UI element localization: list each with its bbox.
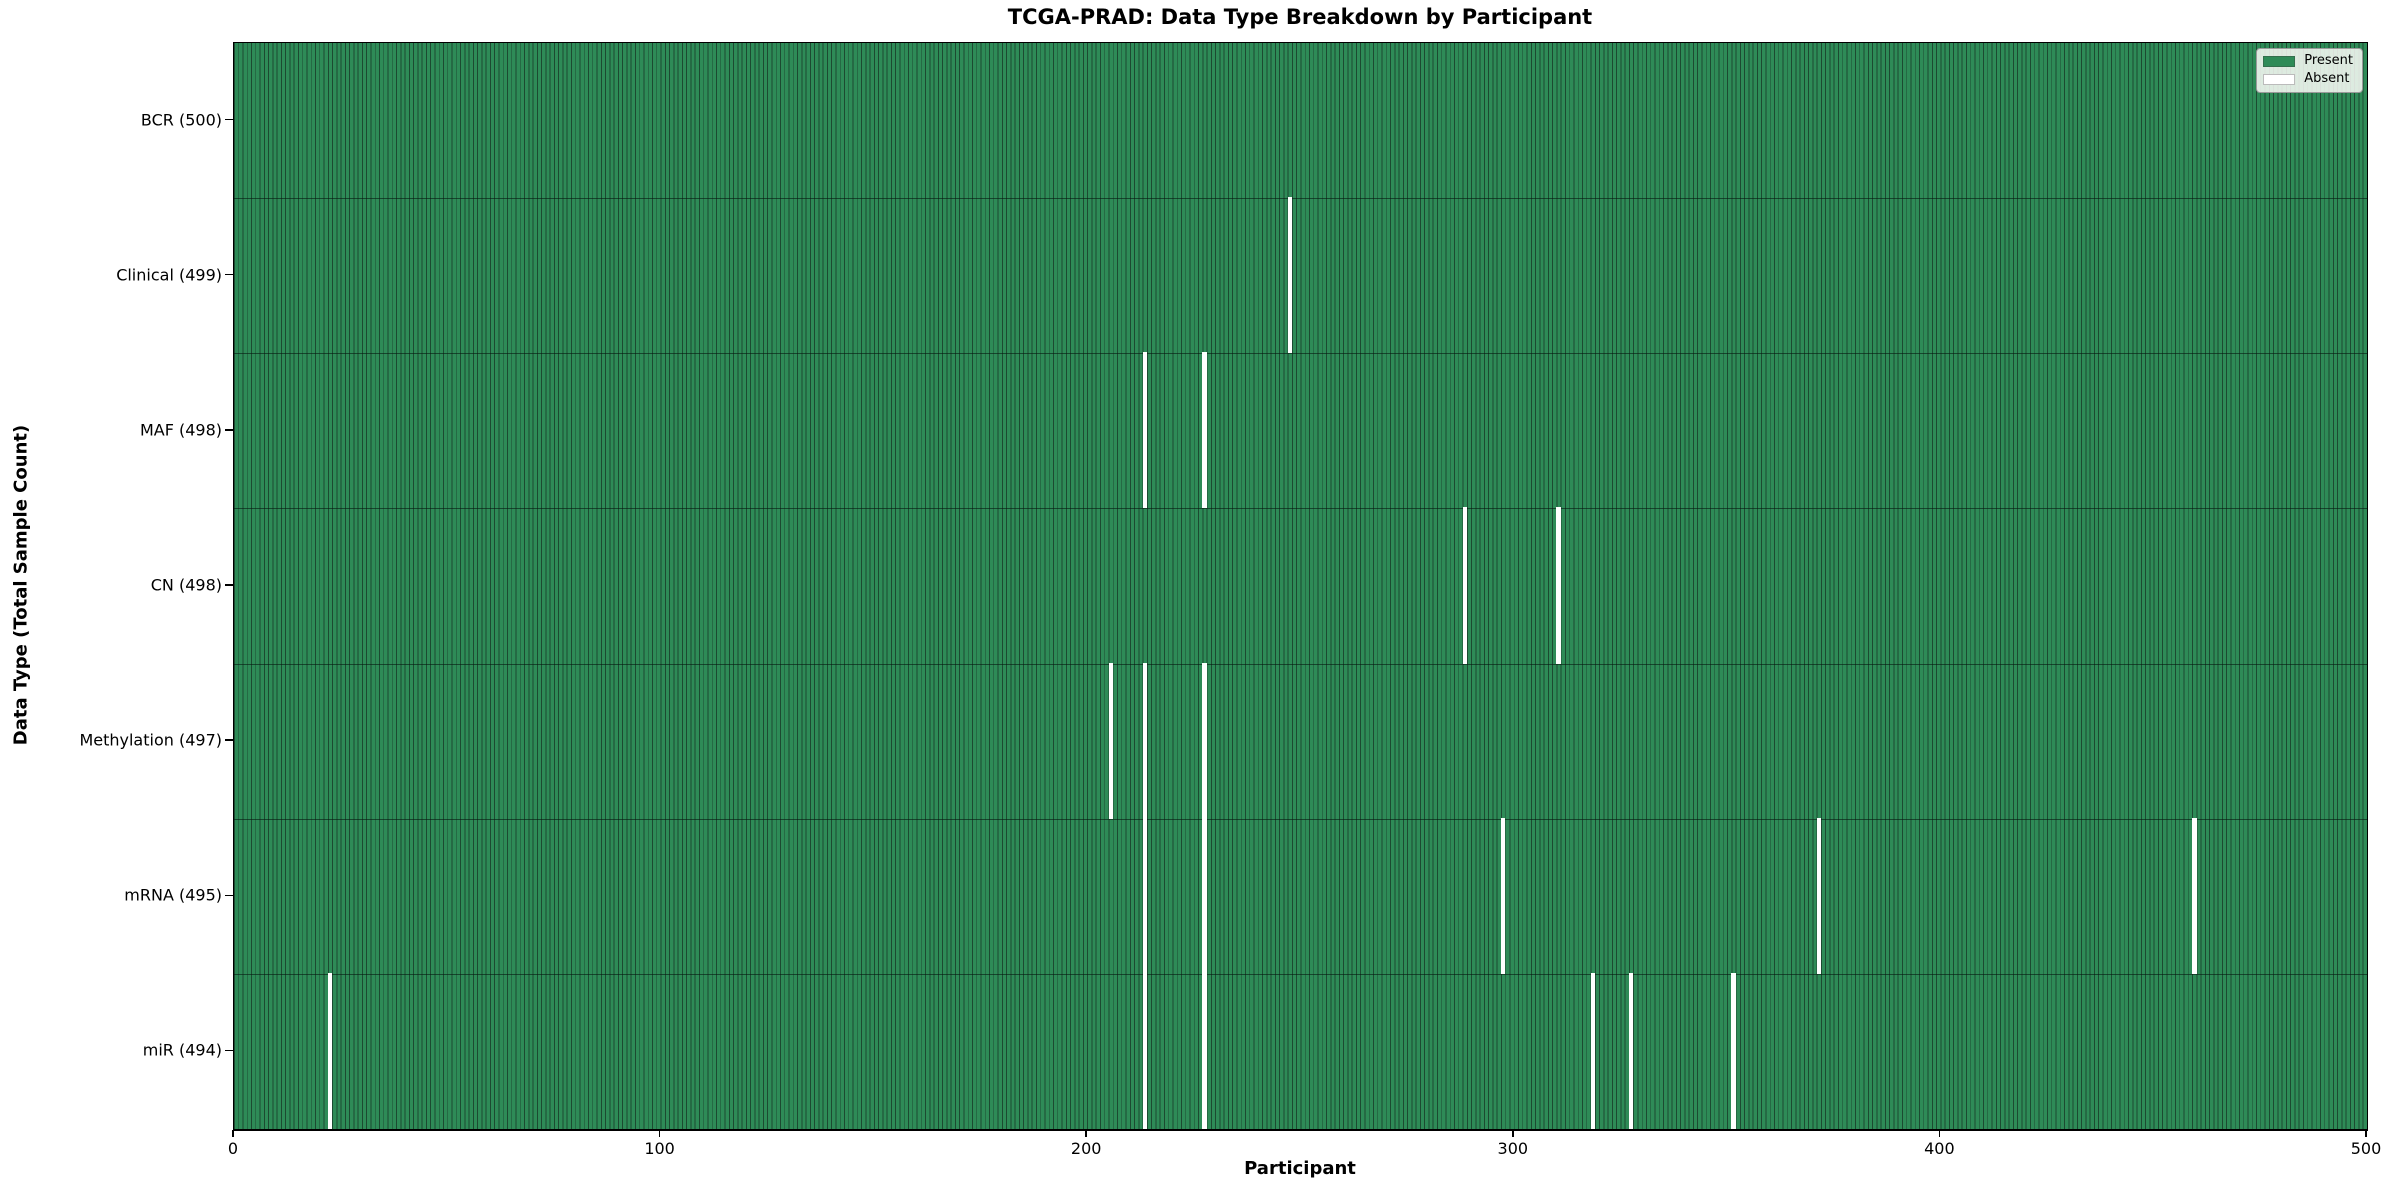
x-tick-label-500: 500 (2350, 1139, 2382, 1158)
legend: Present Absent (2256, 48, 2363, 93)
absent-mark-mRNA-213 (1142, 817, 1148, 974)
absent-mark-Methylation-205 (1108, 662, 1113, 819)
y-tick-mark (225, 1049, 233, 1052)
absent-mark-mRNA-459 (2192, 817, 2197, 974)
y-tick-label-miR: miR (494) (142, 1040, 222, 1060)
absent-mark-Methylation-227 (1202, 662, 1207, 819)
absent-mark-CN-288 (1462, 507, 1468, 664)
x-tick-mark (2365, 1130, 2367, 1137)
legend-label: Present (2304, 53, 2353, 68)
x-axis-label: Participant (1244, 1158, 1356, 1179)
absent-mark-miR-213 (1142, 972, 1148, 1129)
y-tick-label-Methylation: Methylation (497) (79, 730, 222, 750)
x-tick-mark (232, 1130, 234, 1137)
absent-mark-miR-351 (1731, 972, 1736, 1129)
absent-mark-mRNA-297 (1501, 817, 1506, 974)
x-tick-mark (658, 1130, 661, 1137)
absent-swatch-icon (2263, 73, 2296, 85)
present-swatch-icon (2263, 55, 2296, 67)
x-tick-label-200: 200 (1070, 1139, 1102, 1158)
y-tick-mark (225, 894, 233, 897)
absent-mark-miR-227 (1202, 972, 1207, 1129)
x-tick-mark (1938, 1130, 1941, 1137)
y-tick-mark (225, 739, 233, 741)
absent-mark-miR-318 (1590, 972, 1596, 1129)
x-tick-label-0: 0 (227, 1139, 239, 1158)
x-tick-mark (1512, 1130, 1514, 1137)
x-tick-label-100: 100 (644, 1139, 675, 1158)
row-divider (234, 663, 2367, 665)
absent-mark-MAF-227 (1202, 352, 1207, 509)
y-tick-mark (225, 118, 233, 121)
absent-mark-Methylation-213 (1142, 662, 1148, 819)
absent-mark-MAF-213 (1142, 352, 1148, 509)
chart-title: TCGA-PRAD: Data Type Breakdown by Partic… (1007, 5, 1593, 29)
legend-entry-present: Present (2263, 54, 2353, 68)
y-tick-mark (225, 429, 233, 431)
row-divider (234, 198, 2367, 200)
x-tick-label-400: 400 (1924, 1139, 1955, 1158)
absent-mark-Clinical-247 (1287, 197, 1293, 354)
absent-mark-miR-327 (1628, 972, 1634, 1129)
y-axis-label: Data Type (Total Sample Count) (10, 424, 32, 746)
y-tick-mark (225, 273, 233, 276)
row-divider (234, 508, 2367, 510)
plot-area: Present Absent (233, 42, 2368, 1131)
absent-mark-CN-310 (1556, 507, 1561, 664)
x-tick-mark (1085, 1130, 1087, 1137)
absent-mark-mRNA-371 (1816, 817, 1822, 974)
legend-entry-absent: Absent (2263, 72, 2353, 86)
row-divider (234, 818, 2367, 820)
absent-mark-mRNA-227 (1202, 817, 1207, 974)
y-tick-label-MAF: MAF (498) (139, 420, 222, 440)
y-tick-mark (225, 584, 233, 586)
row-divider (234, 353, 2367, 355)
y-tick-label-CN: CN (498) (150, 575, 222, 595)
legend-label: Absent (2304, 71, 2350, 86)
x-tick-label-300: 300 (1497, 1139, 1529, 1158)
row-divider (234, 973, 2367, 975)
absent-mark-miR-22 (327, 972, 333, 1129)
y-tick-label-mRNA: mRNA (495) (124, 885, 222, 905)
y-tick-label-Clinical: Clinical (499) (116, 265, 222, 285)
y-tick-label-BCR: BCR (500) (140, 110, 222, 130)
